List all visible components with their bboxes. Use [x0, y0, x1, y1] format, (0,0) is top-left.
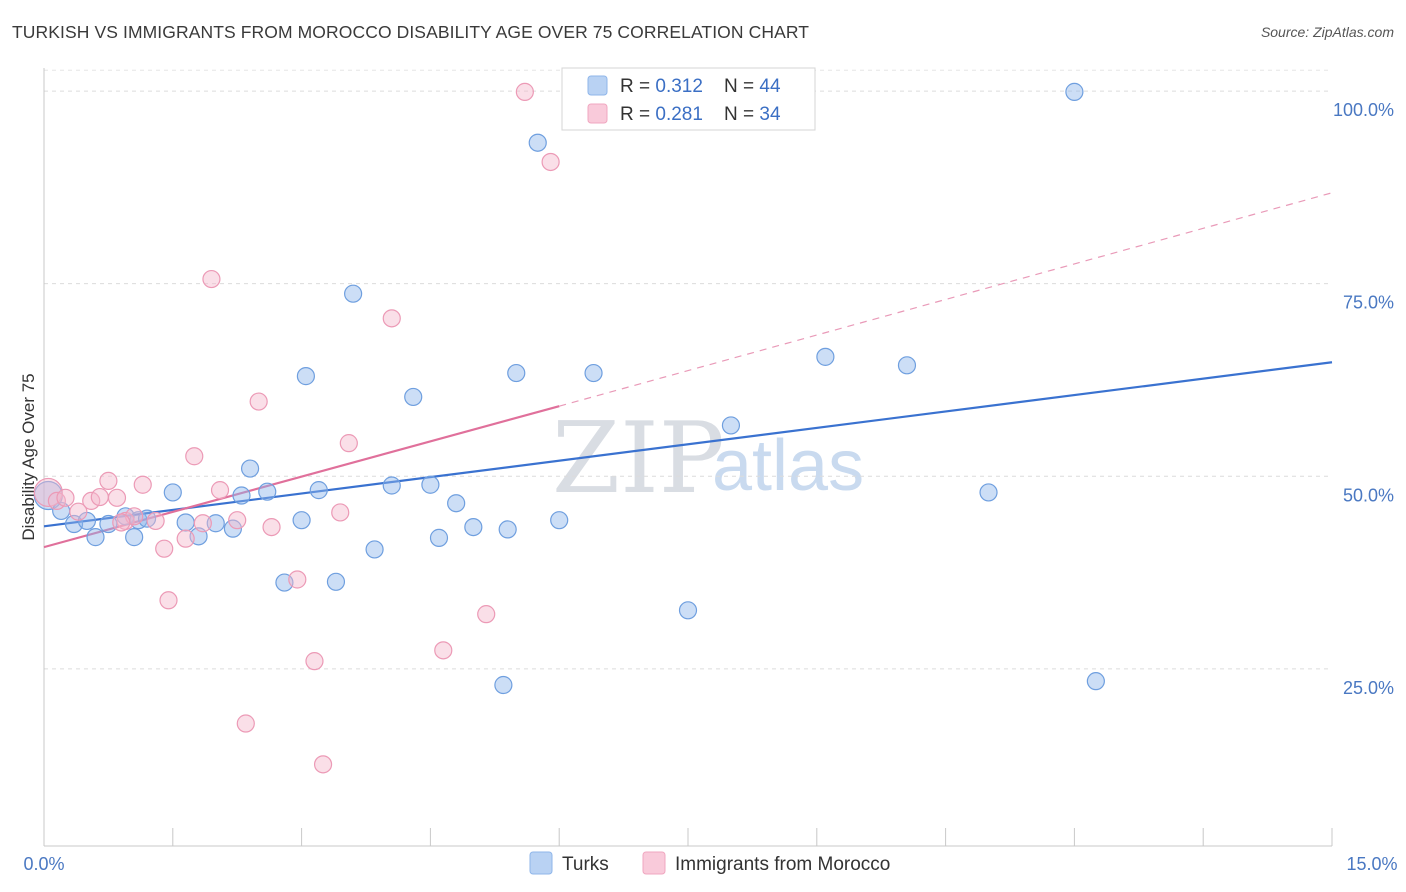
point-morocco-6 — [99, 471, 118, 490]
point-turks-23 — [344, 284, 363, 303]
trend-line-extension-morocco — [559, 192, 1333, 407]
point-morocco-2 — [56, 488, 75, 507]
legend-n-value-2: 34 — [759, 104, 781, 125]
legend-r-label-2: R = 0.281 — [620, 104, 703, 125]
point-turks-11 — [176, 513, 195, 532]
chart-source: Source: ZipAtlas.com — [1260, 24, 1394, 40]
legend-r-value-2: 0.281 — [655, 104, 703, 125]
point-turks-41 — [979, 483, 998, 502]
point-turks-30 — [464, 517, 483, 537]
legend-n-value-1: 44 — [759, 76, 781, 97]
point-turks-36 — [584, 363, 603, 383]
y-tick-label-75: 75.0% — [1343, 293, 1394, 313]
point-turks-21 — [309, 481, 328, 500]
legend-r-label-1: R = 0.312 — [620, 76, 703, 97]
point-turks-19 — [292, 511, 311, 530]
point-morocco-21 — [249, 392, 268, 411]
point-morocco-14 — [176, 529, 195, 548]
point-morocco-18 — [210, 481, 230, 500]
point-turks-13 — [206, 514, 225, 533]
point-morocco-20 — [236, 714, 255, 733]
trend-line-turks — [43, 361, 1333, 528]
series-legend: Turks Immigrants from Morocco — [529, 851, 890, 875]
point-morocco-29 — [434, 641, 453, 660]
point-morocco-15 — [185, 447, 204, 466]
point-turks-20 — [296, 367, 315, 386]
point-turks-16 — [240, 459, 260, 478]
point-morocco-13 — [159, 591, 178, 610]
point-turks-4 — [86, 528, 105, 547]
point-turks-35 — [550, 511, 569, 530]
point-morocco-27 — [339, 434, 358, 453]
legend-r-value-1: 0.312 — [655, 76, 703, 97]
point-turks-7 — [125, 528, 144, 547]
point-turks-38 — [721, 416, 741, 435]
point-turks-27 — [421, 475, 440, 494]
y-tick-label-100: 100.0% — [1333, 100, 1394, 120]
x-tick-label-min: 0.0% — [23, 854, 64, 874]
watermark: ZIP atlas — [552, 402, 864, 516]
point-morocco-0 — [33, 477, 63, 508]
point-morocco-4 — [82, 491, 101, 511]
point-turks-26 — [404, 387, 423, 407]
y-tick-label-50: 50.0% — [1343, 485, 1394, 505]
point-turks-43 — [1086, 672, 1105, 691]
x-tick-label-max: 15.0% — [1346, 854, 1397, 874]
series-legend-swatch-turks — [529, 851, 553, 875]
point-turks-33 — [507, 363, 526, 383]
point-turks-17 — [258, 482, 277, 501]
point-turks-10 — [163, 483, 182, 502]
watermark-atlas: atlas — [712, 426, 864, 506]
point-turks-32 — [498, 520, 517, 539]
x-axis-ticks — [43, 828, 1333, 846]
point-morocco-19 — [228, 511, 247, 530]
point-turks-39 — [816, 347, 835, 366]
point-turks-22 — [326, 572, 346, 591]
point-turks-28 — [429, 528, 449, 547]
y-axis-title: Disability Age Over 75 — [19, 373, 38, 540]
point-turks-25 — [382, 476, 401, 495]
y-tick-labels: 25.0% 50.0% 75.0% 100.0% — [1333, 100, 1394, 698]
point-morocco-12 — [155, 539, 174, 558]
point-turks-15 — [232, 486, 251, 505]
data-points — [33, 82, 1105, 774]
point-morocco-7 — [107, 488, 127, 507]
point-morocco-22 — [262, 517, 281, 537]
point-morocco-10 — [133, 475, 152, 494]
point-turks-40 — [897, 356, 917, 375]
point-morocco-26 — [331, 503, 350, 522]
chart-title: TURKISH VS IMMIGRANTS FROM MOROCCO DISAB… — [12, 22, 810, 42]
legend-swatch-morocco — [587, 103, 608, 124]
point-morocco-32 — [541, 152, 560, 172]
point-turks-31 — [494, 675, 513, 695]
series-legend-swatch-morocco — [642, 851, 666, 875]
point-morocco-33 — [112, 513, 131, 532]
point-morocco-30 — [477, 605, 496, 624]
point-morocco-17 — [202, 269, 221, 289]
point-morocco-3 — [69, 502, 88, 521]
point-morocco-5 — [90, 487, 109, 507]
point-turks-37 — [678, 601, 698, 620]
point-turks-42 — [1065, 82, 1084, 101]
point-turks-14 — [223, 519, 243, 538]
stats-legend: R = 0.312 N = 44 R = 0.281 N = 34 — [561, 67, 816, 131]
point-turks-34 — [528, 133, 547, 152]
legend-swatch-turks — [587, 75, 608, 96]
point-morocco-31 — [515, 82, 534, 101]
point-morocco-25 — [313, 755, 333, 774]
point-morocco-16 — [193, 514, 212, 533]
point-turks-29 — [447, 494, 466, 513]
point-morocco-28 — [382, 309, 401, 328]
y-tick-label-25: 25.0% — [1343, 678, 1394, 698]
series-legend-label-morocco: Immigrants from Morocco — [675, 854, 890, 875]
point-morocco-24 — [305, 652, 324, 671]
series-legend-label-turks: Turks — [562, 854, 609, 875]
legend-n-label-2: N = 34 — [724, 104, 781, 125]
point-morocco-23 — [288, 570, 307, 589]
legend-n-label-1: N = 44 — [724, 76, 781, 97]
gridlines — [44, 69, 1332, 670]
point-morocco-11 — [146, 511, 165, 531]
point-turks-24 — [365, 540, 384, 559]
